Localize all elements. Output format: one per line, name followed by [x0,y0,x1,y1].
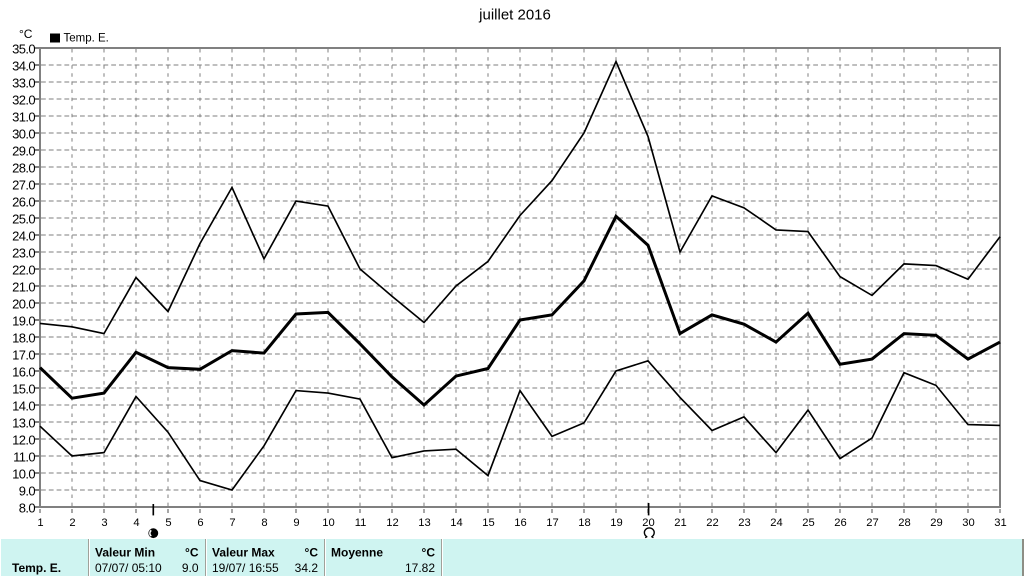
svg-text:Valeur Max: Valeur Max [212,546,275,560]
svg-text:8.0: 8.0 [19,500,36,515]
svg-text:Temp. E.: Temp. E. [12,561,61,575]
svg-text:5: 5 [165,517,171,529]
svg-text:20: 20 [642,517,654,529]
svg-text:23.0: 23.0 [12,245,35,260]
svg-text:juillet 2016: juillet 2016 [478,7,551,24]
svg-text:°C: °C [19,27,33,41]
svg-text:12: 12 [386,517,398,529]
svg-text:°C: °C [305,546,319,560]
svg-text:17.0: 17.0 [12,347,35,362]
svg-text:29.0: 29.0 [12,143,35,158]
svg-text:13: 13 [418,517,430,529]
svg-text:35.0: 35.0 [12,41,35,56]
svg-text:8: 8 [261,517,267,529]
svg-text:16.0: 16.0 [12,364,35,379]
svg-text:31.0: 31.0 [12,109,35,124]
svg-text:6: 6 [197,517,203,529]
svg-text:7: 7 [229,517,235,529]
svg-text:14.0: 14.0 [12,398,35,413]
svg-text:°C: °C [422,546,436,560]
svg-text:4: 4 [133,517,139,529]
svg-text:23: 23 [738,517,750,529]
svg-text:11: 11 [355,517,367,529]
svg-text:25: 25 [802,517,814,529]
svg-text:20.0: 20.0 [12,296,35,311]
svg-text:9.0: 9.0 [19,483,36,498]
svg-text:Temp. E.: Temp. E. [64,33,109,45]
svg-text:30.0: 30.0 [12,126,35,141]
svg-text:Valeur Min: Valeur Min [95,546,155,560]
svg-text:30: 30 [962,517,974,529]
svg-text:14: 14 [450,517,462,529]
svg-text:11.0: 11.0 [13,449,35,464]
svg-text:33.0: 33.0 [12,75,35,90]
svg-text:29: 29 [930,517,942,529]
svg-text:07/07/ 05:10: 07/07/ 05:10 [95,561,162,575]
svg-text:9: 9 [293,517,299,529]
svg-text:3: 3 [101,517,107,529]
svg-text:22: 22 [706,517,718,529]
svg-text:26: 26 [834,517,846,529]
svg-text:13.0: 13.0 [12,415,35,430]
svg-text:19: 19 [610,517,622,529]
svg-text:26.0: 26.0 [12,194,35,209]
svg-text:10.0: 10.0 [12,466,35,481]
svg-text:28: 28 [898,517,910,529]
svg-text:16: 16 [514,517,526,529]
svg-text:19.0: 19.0 [12,313,35,328]
svg-text:34.2: 34.2 [295,561,319,575]
svg-text:15: 15 [482,517,494,529]
svg-text:28.0: 28.0 [12,160,35,175]
svg-text:24.0: 24.0 [12,228,35,243]
svg-text:21: 21 [674,517,686,529]
svg-text:24: 24 [770,517,782,529]
svg-text:17.82: 17.82 [405,561,435,575]
svg-text:27: 27 [866,517,878,529]
svg-text:9.0: 9.0 [182,561,199,575]
svg-text:18: 18 [578,517,590,529]
svg-text:17: 17 [546,517,558,529]
svg-text:22.0: 22.0 [12,262,35,277]
svg-text:21.0: 21.0 [12,279,35,294]
svg-text:32.0: 32.0 [12,92,35,107]
svg-text:34.0: 34.0 [12,58,35,73]
svg-text:19/07/ 16:55: 19/07/ 16:55 [212,561,279,575]
svg-text:°C: °C [185,546,199,560]
svg-text:25.0: 25.0 [12,211,35,226]
svg-text:27.0: 27.0 [12,177,35,192]
svg-text:18.0: 18.0 [12,330,35,345]
svg-text:Moyenne: Moyenne [331,546,383,560]
svg-text:12.0: 12.0 [12,432,35,447]
svg-text:31: 31 [994,517,1006,529]
svg-text:15.0: 15.0 [12,381,35,396]
svg-text:10: 10 [322,517,334,529]
svg-text:1: 1 [37,517,43,529]
svg-text:2: 2 [69,517,75,529]
